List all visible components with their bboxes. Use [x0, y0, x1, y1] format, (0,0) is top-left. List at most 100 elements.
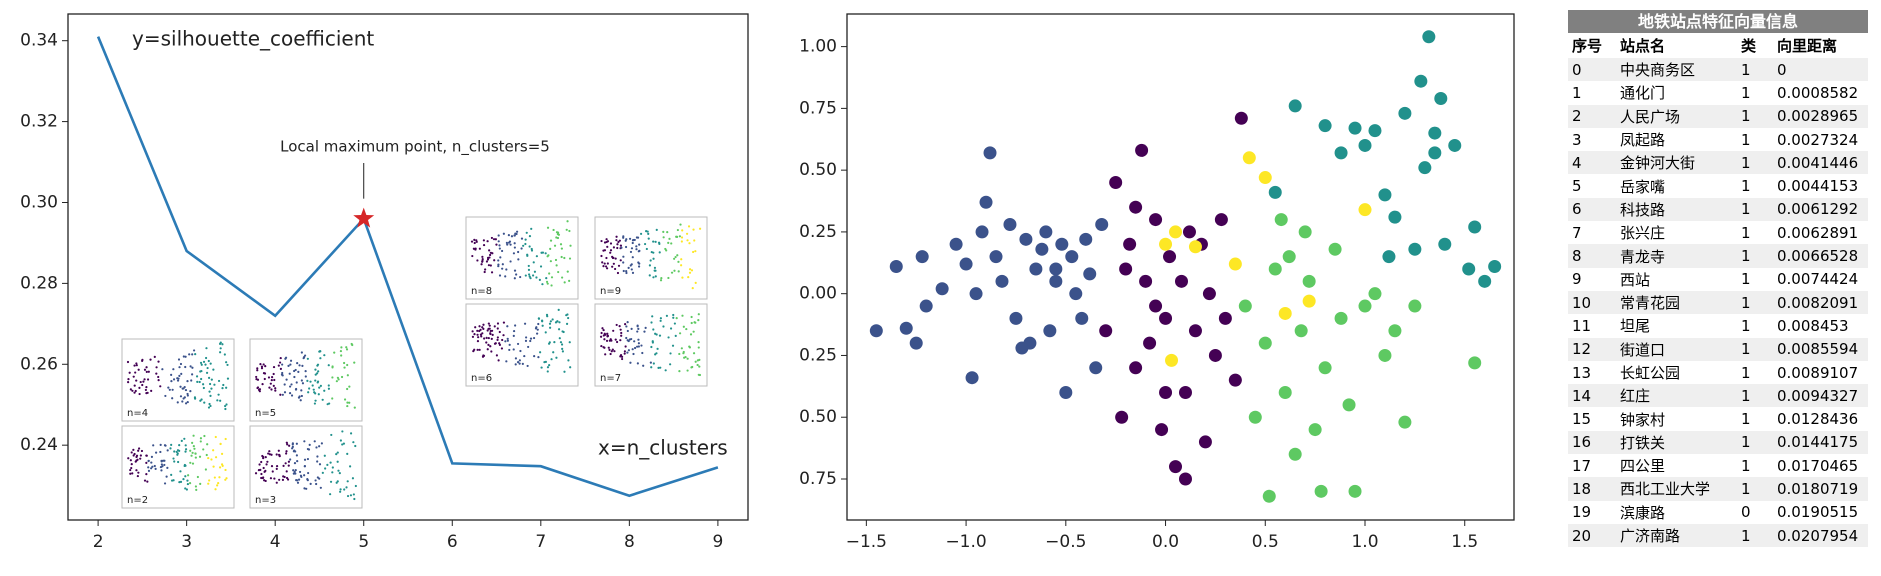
table-cell: 街道口 [1616, 337, 1737, 361]
inset-dot [506, 339, 509, 342]
inset-dot [483, 337, 486, 340]
inset-dot [210, 387, 213, 390]
scatter-point [1019, 232, 1033, 246]
inset-dot [533, 355, 536, 358]
inset-dot [609, 352, 612, 356]
inset-dot [538, 278, 541, 281]
inset-dot [491, 252, 494, 255]
inset-dot [207, 376, 211, 379]
scatter-point [1388, 210, 1402, 224]
inset-dot [685, 232, 689, 235]
inset-dot [516, 361, 520, 364]
scatter-point [1314, 484, 1328, 498]
inset-dot [294, 472, 297, 475]
inset-label: n=7 [600, 373, 621, 384]
scatter-point [1115, 410, 1129, 424]
inset-dot [650, 366, 653, 369]
scatter-point [1178, 472, 1192, 486]
inset-dot [224, 404, 227, 408]
inset-dot [631, 239, 635, 242]
inset-dot [343, 366, 346, 369]
inset-dot [206, 366, 209, 370]
inset-dot [329, 461, 332, 464]
inset-dot [345, 346, 348, 349]
inset-dot [620, 331, 623, 335]
inset-dot [472, 247, 475, 250]
inset-dot [559, 341, 563, 344]
inset-dot [178, 374, 181, 377]
inset-dot [697, 341, 700, 344]
inset-dot [198, 380, 201, 384]
inset-dot [343, 488, 346, 491]
inset-dot [144, 388, 147, 392]
inset-dot [303, 465, 306, 468]
inset-dot [550, 276, 554, 279]
inset-dot [331, 366, 334, 369]
inset-dot [349, 465, 352, 468]
table-cell: 凤起路 [1620, 131, 1666, 150]
scatter-point [1348, 121, 1362, 135]
inset-dot [303, 474, 306, 477]
inset-dot [546, 366, 550, 369]
inset-dot [555, 264, 558, 267]
scatter-point [1123, 237, 1137, 251]
inset-dot [686, 239, 689, 242]
inset-dot [630, 337, 633, 341]
inset-dot [552, 351, 555, 354]
inset-dot [489, 329, 492, 333]
inset-dot [688, 242, 691, 245]
header-cell: 向里距离 [1777, 37, 1838, 55]
table-cell: 1 [1737, 151, 1773, 175]
inset-dot [221, 343, 224, 346]
table-cell: 1 [1741, 130, 1751, 149]
table-cell: 1 [1741, 223, 1751, 242]
inset-dot [346, 480, 349, 483]
scatter-point [1398, 106, 1412, 120]
inset-dot [654, 275, 657, 278]
inset-dot [488, 324, 491, 327]
inset-dot [476, 259, 479, 262]
table-cell: 1 [1737, 104, 1773, 128]
inset-dot [506, 337, 509, 340]
table-row: 13 长虹公园 1 0.0089107 [1568, 361, 1868, 384]
inset-dot [289, 359, 293, 362]
inset-dot [287, 464, 290, 467]
inset-dot [662, 325, 665, 328]
inset-dot [611, 256, 615, 260]
inset-dot [498, 342, 501, 345]
inset-dot [321, 398, 324, 401]
inset-dot [547, 342, 551, 345]
inset-dot [297, 396, 301, 399]
inset-dot [487, 336, 490, 340]
table-cell: 0 [1568, 58, 1616, 82]
table-cell: 张兴庄 [1620, 224, 1666, 243]
inset-dot [697, 319, 700, 322]
inset-dot [518, 359, 521, 362]
scatter-point [1202, 287, 1216, 301]
inset-dot [558, 337, 561, 340]
inset-dot [649, 259, 652, 262]
inset-dot [166, 466, 169, 469]
inset-dot [487, 264, 491, 267]
inset-dot [691, 365, 694, 369]
inset-dot [138, 386, 141, 389]
inset-dot [199, 370, 202, 373]
inset-dot [633, 238, 636, 242]
inset-dot [291, 447, 294, 450]
inset-dot [298, 364, 301, 367]
inset-dot [485, 341, 488, 344]
inset-dot [323, 354, 326, 357]
inset-dot [172, 368, 175, 371]
inset-dot [493, 259, 496, 262]
inset-dot [208, 402, 211, 406]
scatter-point [1119, 262, 1133, 276]
inset-dot [482, 323, 485, 326]
inset-dot [476, 348, 479, 351]
inset-dot [527, 268, 531, 271]
inset-dot [692, 250, 695, 254]
inset-dot [615, 323, 618, 327]
inset-dot [502, 334, 505, 337]
inset-dot [509, 243, 512, 246]
inset-dot [647, 237, 650, 240]
inset-dot [210, 458, 213, 461]
